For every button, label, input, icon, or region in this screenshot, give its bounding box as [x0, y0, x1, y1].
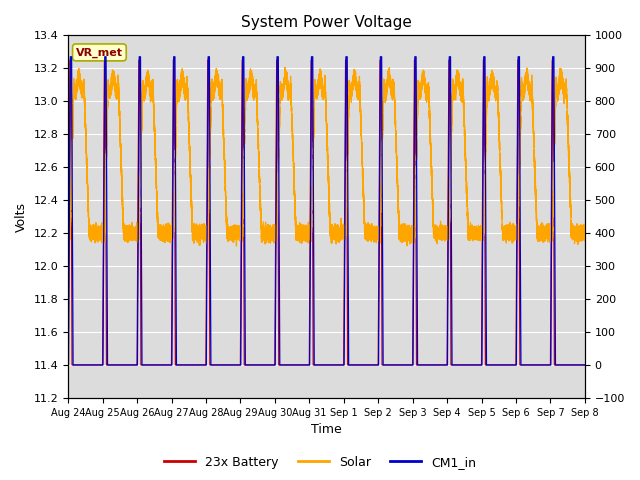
Line: CM1_in: CM1_in	[68, 57, 585, 365]
Text: VR_met: VR_met	[76, 47, 123, 58]
CM1_in	[512, 362, 520, 368]
CM1_in	[178, 362, 186, 368]
23x Battery	[338, 362, 346, 368]
Solar	[338, 228, 346, 234]
23x Battery	[188, 362, 196, 368]
Y-axis label: Volts: Volts	[15, 202, 28, 232]
Solar	[64, 228, 72, 234]
Solar	[178, 76, 186, 82]
Solar	[120, 228, 128, 234]
Solar	[281, 65, 289, 71]
23x Battery	[66, 57, 74, 63]
23x Battery	[581, 362, 589, 368]
Line: 23x Battery: 23x Battery	[68, 60, 585, 365]
23x Battery	[81, 362, 88, 368]
23x Battery	[178, 362, 186, 368]
CM1_in	[188, 362, 196, 368]
X-axis label: Time: Time	[311, 423, 342, 436]
CM1_in	[64, 362, 72, 368]
Legend: 23x Battery, Solar, CM1_in: 23x Battery, Solar, CM1_in	[159, 451, 481, 474]
CM1_in	[81, 362, 88, 368]
CM1_in	[581, 362, 589, 368]
Solar	[232, 243, 240, 249]
23x Battery	[512, 335, 520, 341]
Solar	[81, 96, 88, 101]
23x Battery	[121, 362, 129, 368]
Solar	[513, 228, 520, 234]
Title: System Power Voltage: System Power Voltage	[241, 15, 412, 30]
Solar	[581, 231, 589, 237]
CM1_in	[338, 362, 346, 368]
CM1_in	[67, 54, 74, 60]
Solar	[188, 219, 196, 225]
CM1_in	[121, 362, 129, 368]
23x Battery	[64, 362, 72, 368]
Line: Solar: Solar	[68, 68, 585, 246]
